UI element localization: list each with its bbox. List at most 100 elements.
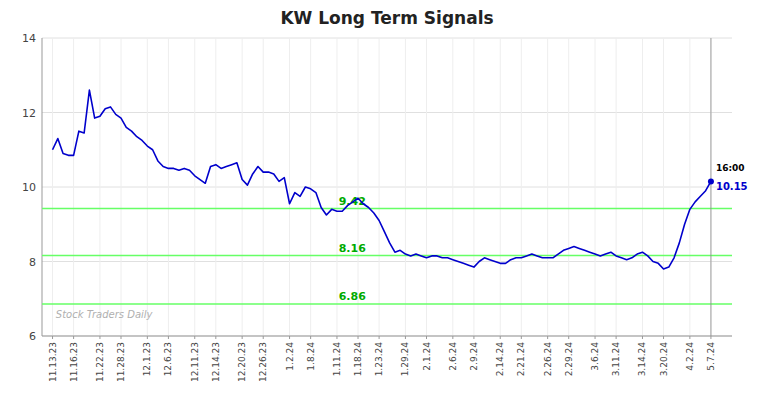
x-grid-line [99,38,100,336]
x-tick [147,336,148,339]
x-grid-line [121,38,122,336]
last-point-line [710,38,711,336]
x-grid-line [500,38,501,336]
y-tick-label: 12 [22,107,36,120]
x-grid-line [595,38,596,336]
x-tick-label: 11.16.23 [69,342,79,382]
x-tick-label: 12.20.23 [237,342,247,382]
x-tick [289,336,290,339]
title: KW Long Term Signals [280,8,493,28]
x-tick-label: 12.1.23 [142,342,152,376]
x-grid-line [642,38,643,336]
x-tick [616,336,617,339]
x-grid-line [663,38,664,336]
chart: 6 8 10 12 14 11.13.23 11.16.23 11.22.23 11.28.23… [0,0,784,398]
x-tick-label: 3.14.24 [637,342,647,377]
x-tick-label: 4.2.24 [685,342,695,371]
watermark: Stock Traders Daily [56,309,154,320]
x-tick-label: 2.21.24 [516,342,526,377]
x-tick-label: 11.22.23 [95,342,105,382]
x-tick-label: 2.6.24 [448,342,458,371]
x-grid-line [263,38,264,336]
y-grid-line [42,336,732,337]
x-tick-label: 5.7.24 [706,342,716,371]
x-tick-label: 2.26.24 [543,342,553,377]
x-grid-line [710,38,711,336]
y-tick-label: 8 [29,256,36,269]
x-grid-line [568,38,569,336]
x-tick [547,336,548,339]
x-tick-label: 3.6.24 [590,342,600,371]
x-tick-label: 1.2.24 [285,342,295,371]
y-grid-line [42,187,732,188]
x-tick [242,336,243,339]
x-tick [99,336,100,339]
y-tick-label: 14 [22,32,36,45]
grid [42,38,732,336]
last-value-label: 10.15 [716,181,748,192]
x-tick [379,336,380,339]
y-grid-line [42,38,732,39]
x-grid-line [426,38,427,336]
x-tick [73,336,74,339]
x-tick-label: 12.6.23 [163,342,173,376]
x-grid-line [168,38,169,336]
signal-line [42,255,732,257]
x-tick [663,336,664,339]
y-tick-label: 10 [22,181,36,194]
x-grid-line [215,38,216,336]
x-grid-line [242,38,243,336]
x-tick [426,336,427,339]
x-tick-label: 12.14.23 [211,342,221,382]
x-tick [568,336,569,339]
signal-lines [42,209,732,304]
series [53,90,714,269]
y-grid-line [42,261,732,262]
x-tick-label: 1.23.24 [374,342,384,377]
x-tick-label: 1.29.24 [400,342,410,377]
x-tick [452,336,453,339]
y-grid-line [42,112,732,113]
x-grid-line [689,38,690,336]
x-tick [595,336,596,339]
x-grid-line [452,38,453,336]
x-grid-line [52,38,53,336]
signal-line [42,303,732,305]
y-axis [42,38,43,336]
x-tick [642,336,643,339]
x-tick [710,336,711,339]
x-tick [263,336,264,339]
x-grid-line [147,38,148,336]
signal-label: 6.86 [339,290,366,303]
x-tick-label: 11.13.23 [48,342,58,382]
x-grid-line [473,38,474,336]
x-tick [168,336,169,339]
y-tick-label: 6 [29,330,36,343]
price-line [53,90,711,269]
x-tick-label: 11.28.23 [116,342,126,382]
x-tick [336,336,337,339]
x-tick-label: 1.8.24 [306,342,316,371]
x-grid-line [310,38,311,336]
x-grid-line [194,38,195,336]
signal-line [42,208,732,210]
x-grid-line [379,38,380,336]
x-tick [52,336,53,339]
x-tick [689,336,690,339]
x-tick-label: 2.29.24 [564,342,574,377]
x-tick [500,336,501,339]
x-tick [405,336,406,339]
x-grid-line [336,38,337,336]
last-time-label: 16:00 [716,163,745,173]
x-tick-label: 1.11.24 [332,342,342,377]
x-grid-line [547,38,548,336]
x-tick-label: 2.9.24 [469,342,479,371]
x-tick-label: 3.20.24 [659,342,669,377]
x-grid-line [616,38,617,336]
x-tick-label: 2.1.24 [422,342,432,371]
x-grid-line [521,38,522,336]
x-tick [215,336,216,339]
x-tick-label: 12.26.23 [258,342,268,382]
x-tick-label: 12.11.23 [190,342,200,382]
x-grid-line [289,38,290,336]
